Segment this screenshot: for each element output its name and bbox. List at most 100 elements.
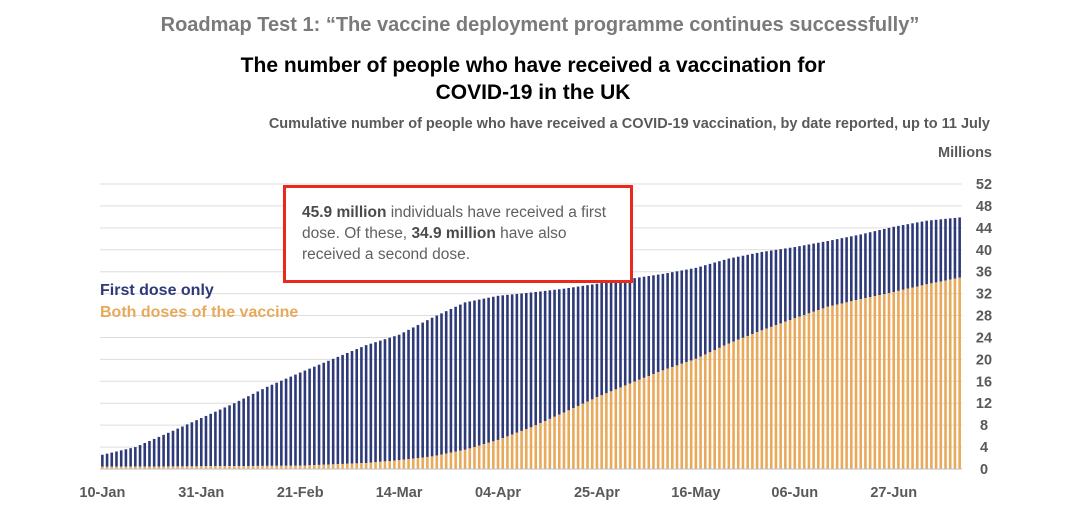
bar-both-doses [223,466,227,469]
x-tick-label: 14-Mar [376,485,423,501]
bar-both-doses [256,465,260,469]
bar-first-dose-only [510,294,514,435]
bar-first-dose-only [355,349,359,464]
bar-both-doses [713,350,717,469]
bar-both-doses [944,280,947,469]
bar-both-doses [298,465,302,469]
bar-both-doses [506,436,509,469]
bar-first-dose-only [148,440,151,467]
bar-first-dose-only [157,436,161,467]
y-tick-label: 28 [976,309,992,325]
y-axis-units: Millions [938,145,992,161]
bar-first-dose-only [487,297,490,443]
bar-first-dose-only [920,221,924,286]
y-tick-label: 24 [976,330,992,346]
bar-both-doses [925,284,928,469]
x-tick-label: 16-May [671,485,720,501]
bar-both-doses [807,313,811,469]
bar-first-dose-only [666,273,669,369]
bar-both-doses [195,466,198,469]
chart-subtitle: Cumulative number of people who have rec… [268,116,990,132]
bar-first-dose-only [232,403,236,467]
bar-both-doses [864,298,867,469]
callout-text-1: individuals have received a first dose. … [302,204,607,242]
bar-both-doses [812,311,815,469]
bar-both-doses [308,465,311,469]
bar-first-dose-only [727,258,731,344]
bar-first-dose-only [303,370,307,466]
bar-first-dose-only [115,451,118,467]
bar-first-dose-only [402,332,406,460]
bar-first-dose-only [407,329,410,460]
bar-both-doses [336,464,340,469]
bar-first-dose-only [101,454,104,467]
bar-first-dose-only [562,288,566,413]
bar-both-doses [798,316,801,469]
bar-first-dose-only [934,219,938,283]
bar-first-dose-only [708,263,712,353]
bar-both-doses [440,454,443,469]
bar-both-doses [374,462,377,469]
bar-first-dose-only [265,386,269,466]
bar-both-doses [162,466,165,469]
bar-both-doses [416,458,420,469]
bar-first-dose-only [364,345,368,463]
bar-first-dose-only [218,409,222,467]
bar-both-doses [124,466,128,469]
bar-first-dose-only [675,271,679,366]
bar-first-dose-only [449,308,453,453]
bar-first-dose-only [769,250,773,327]
bar-both-doses [181,466,184,469]
bar-first-dose-only [609,281,613,392]
bar-both-doses [623,385,627,469]
bar-both-doses [341,463,344,469]
bar-first-dose-only [237,400,241,467]
bar-both-doses [708,352,712,469]
bar-both-doses [280,465,283,469]
bar-both-doses [953,278,957,469]
bar-first-dose-only [195,420,198,467]
bar-first-dose-only [459,304,462,451]
bar-first-dose-only [463,302,467,450]
bar-first-dose-only [958,217,961,278]
bar-first-dose-only [845,237,848,303]
bar-first-dose-only [835,239,839,305]
bar-first-dose-only [647,275,651,376]
bar-both-doses [788,320,792,469]
bar-both-doses [261,465,264,469]
bar-first-dose-only [515,293,519,433]
y-tick-label: 32 [976,287,992,303]
bar-both-doses [138,466,142,469]
bar-both-doses [426,456,429,469]
bar-first-dose-only [444,311,448,454]
bar-both-doses [779,323,782,469]
bar-both-doses [746,335,749,469]
bar-both-doses [345,463,349,469]
bar-both-doses [948,279,952,469]
bar-both-doses [496,439,500,469]
bar-first-dose-only [826,241,830,307]
bar-both-doses [760,330,764,469]
bar-first-dose-only [779,249,782,324]
bar-first-dose-only [383,339,387,462]
bar-first-dose-only [718,261,721,348]
bar-both-doses [689,360,693,469]
bar-first-dose-only [793,247,797,319]
bar-both-doses [878,295,881,469]
bar-first-dose-only [261,389,264,466]
bar-first-dose-only [289,376,293,466]
bar-both-doses [595,397,599,469]
bar-first-dose-only [284,378,288,466]
bar-both-doses [600,395,603,469]
bar-first-dose-only [129,448,132,467]
bar-first-dose-only [713,262,717,351]
bar-first-dose-only [765,251,768,329]
bar-both-doses [350,463,354,469]
bar-first-dose-only [214,411,217,467]
bar-first-dose-only [176,428,180,467]
bar-both-doses [647,375,651,469]
bar-first-dose-only [468,301,472,449]
bar-first-dose-only [388,337,391,462]
bar-both-doses [270,465,274,469]
bar-first-dose-only [854,235,858,301]
